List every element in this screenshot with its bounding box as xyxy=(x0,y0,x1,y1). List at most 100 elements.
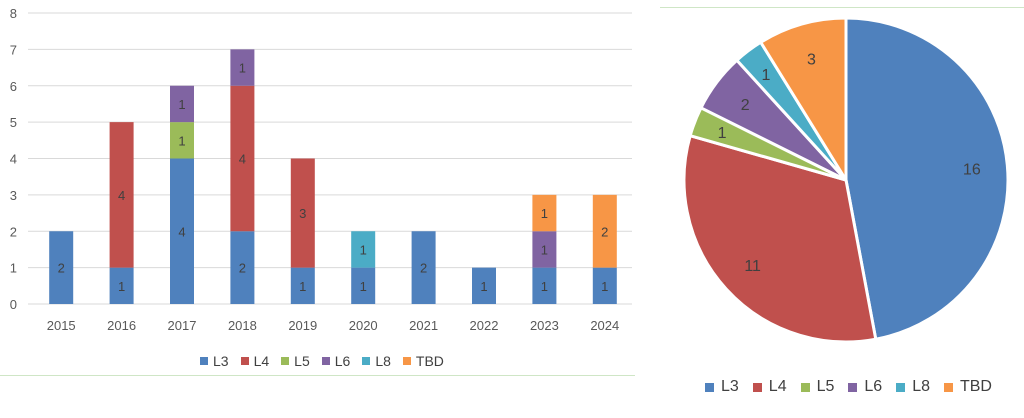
bar-data-label: 2 xyxy=(420,261,427,276)
legend-item-l4: L4 xyxy=(240,353,269,369)
y-tick-label: 4 xyxy=(10,152,17,167)
stacked-bar-chart-panel: 0 1 2 3 4 5 6 7 8 2 2015 1 4 2016 4 1 1 2017 2 4 1 2018 1 3 2019… xyxy=(0,6,635,376)
bar-segment-l3 xyxy=(230,231,255,304)
pie-data-label: 16 xyxy=(963,161,981,178)
x-tick-label: 2021 xyxy=(409,318,438,333)
bar-segment-l4 xyxy=(230,85,255,232)
legend-item-l3: L3 xyxy=(200,353,229,369)
pie-slice-tbd xyxy=(759,16,848,182)
pie-legend-item-l4: L4 xyxy=(752,378,787,396)
bar-segment-l6 xyxy=(532,231,557,268)
bar-data-label: 2 xyxy=(601,224,608,239)
legend-label: L5 xyxy=(816,378,835,395)
legend-label: L3 xyxy=(213,353,229,369)
pie-legend-item-l6: L6 xyxy=(848,378,882,396)
bar-data-label: 1 xyxy=(541,242,548,257)
x-tick-label: 2019 xyxy=(288,318,317,333)
bar-data-label: 1 xyxy=(239,61,246,76)
bar-data-label: 1 xyxy=(360,242,367,257)
legend-swatch xyxy=(281,357,290,365)
pie-data-label: 3 xyxy=(807,51,816,68)
pie-legend-item-tbd: TBD xyxy=(943,378,992,396)
pie-panel-divider xyxy=(660,7,1024,8)
x-tick-label: 2015 xyxy=(47,318,76,333)
bar-segment-l4 xyxy=(290,158,315,268)
legend-swatch xyxy=(848,382,858,392)
bar-segment-l8 xyxy=(351,231,376,268)
pie-legend-item-l8: L8 xyxy=(896,378,930,396)
pie-legend-item-l3: L3 xyxy=(705,378,739,396)
bar-segment-l3 xyxy=(170,158,194,304)
bar-data-label: 1 xyxy=(118,279,125,294)
bar-data-label: 1 xyxy=(541,279,548,294)
legend-label: L8 xyxy=(375,353,391,369)
bar-segment-tbd xyxy=(592,194,617,268)
x-tick-label: 2022 xyxy=(470,318,499,333)
y-tick-label: 8 xyxy=(10,6,17,21)
bar-segment-l4 xyxy=(109,122,134,268)
pie-slice-l3 xyxy=(844,16,1010,341)
pie-data-label: 1 xyxy=(761,67,770,84)
legend-swatch xyxy=(752,382,762,392)
bar-segment-l3 xyxy=(411,231,436,304)
pie-legend-item-l5: L5 xyxy=(800,378,835,396)
bar-segment-l6 xyxy=(170,85,194,123)
x-tick-label: 2024 xyxy=(590,318,619,333)
bar-segment-l6 xyxy=(230,49,255,86)
pie-data-label: 11 xyxy=(744,258,761,275)
bar-segment-tbd xyxy=(532,194,557,232)
legend-item-l5: L5 xyxy=(281,353,310,369)
bar-chart-legend: L3 L4 L5 L6 L8 TBD xyxy=(200,353,444,369)
pie-chart-panel: 16 11 1 2 1 3 L3 L4 L5 L6 L8 TBD xyxy=(660,0,1024,413)
pie-chart-legend: L3 L4 L5 L6 L8 TBD xyxy=(705,378,992,396)
bar-data-label: 2 xyxy=(239,261,246,276)
legend-swatch xyxy=(200,357,208,365)
bar-data-label: 1 xyxy=(480,279,487,294)
bar-segment-l3 xyxy=(109,267,134,304)
bar-segment-l3 xyxy=(351,267,376,304)
bar-segment-l3 xyxy=(49,231,74,304)
legend-item-l6: L6 xyxy=(321,353,351,369)
legend-swatch xyxy=(800,382,810,392)
pie-data-label: 1 xyxy=(718,125,727,142)
bar-segment-l3 xyxy=(472,267,496,304)
x-tick-label: 2023 xyxy=(530,318,559,333)
legend-label: L5 xyxy=(294,353,310,369)
legend-swatch xyxy=(943,382,953,392)
legend-label: TBD xyxy=(415,353,444,369)
bar-segment-l3 xyxy=(592,267,617,304)
legend-label: L3 xyxy=(721,378,739,395)
bar-segment-l3 xyxy=(532,267,557,304)
pie-data-label: 2 xyxy=(741,97,750,114)
legend-label: L8 xyxy=(912,378,930,395)
bar-data-label: 1 xyxy=(178,133,185,148)
legend-label: L6 xyxy=(864,378,883,395)
x-tick-label: 2018 xyxy=(228,318,257,333)
legend-swatch xyxy=(705,382,714,392)
legend-label: L6 xyxy=(334,353,351,369)
x-tick-label: 2016 xyxy=(107,318,136,333)
legend-swatch xyxy=(240,357,249,365)
y-tick-label: 7 xyxy=(10,42,17,57)
bar-data-label: 4 xyxy=(239,152,246,167)
bar-data-label: 3 xyxy=(299,206,306,221)
y-tick-label: 2 xyxy=(10,224,17,239)
bar-panel-divider xyxy=(0,375,635,376)
legend-swatch xyxy=(362,357,371,365)
y-tick-label: 5 xyxy=(10,115,17,130)
legend-swatch xyxy=(896,382,906,392)
y-tick-label: 3 xyxy=(10,188,17,203)
bar-data-label: 1 xyxy=(178,97,185,112)
legend-swatch xyxy=(321,357,330,365)
bar-data-label: 2 xyxy=(58,261,65,276)
x-tick-label: 2017 xyxy=(168,318,197,333)
bar-segment-l5 xyxy=(170,122,194,159)
legend-label: TBD xyxy=(959,378,992,395)
bar-segment-l3 xyxy=(290,267,315,304)
x-tick-label: 2020 xyxy=(349,318,378,333)
bar-data-label: 1 xyxy=(299,279,306,294)
y-tick-label: 6 xyxy=(10,79,17,94)
legend-swatch xyxy=(402,357,411,365)
pie-slice-l4 xyxy=(682,134,878,344)
